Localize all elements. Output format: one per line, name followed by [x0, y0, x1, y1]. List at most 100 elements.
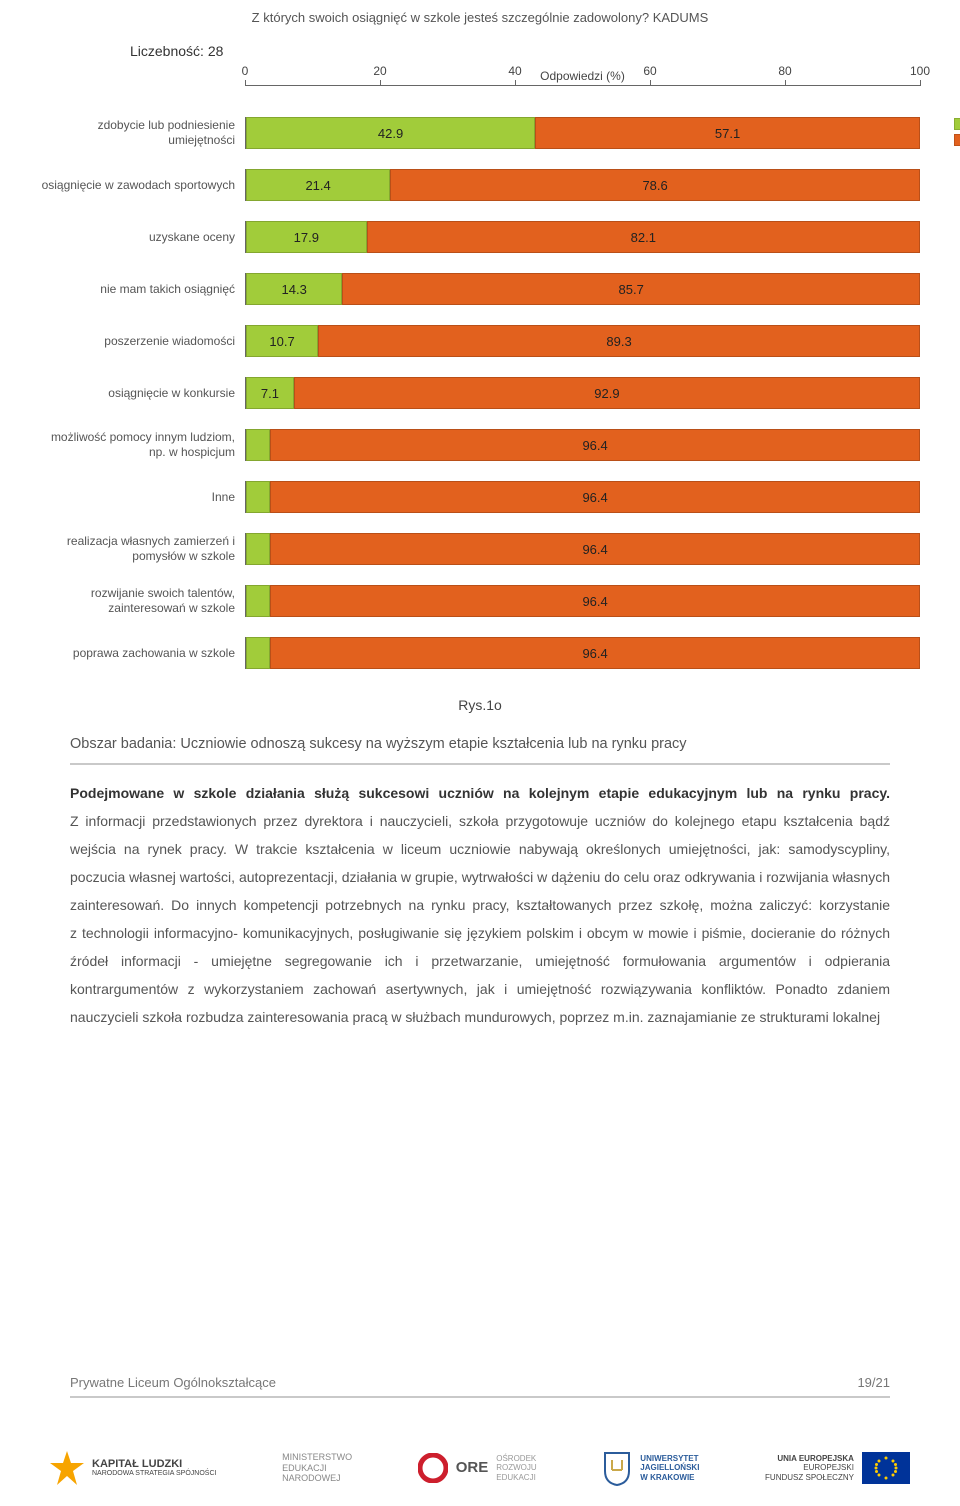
category-label: osiągnięcie w zawodach sportowych [40, 178, 245, 193]
legend-swatch [954, 134, 960, 146]
category-label: poprawa zachowania w szkole [40, 646, 245, 661]
axis-tick [380, 80, 381, 86]
bar-segment-nie: 82.1 [367, 221, 920, 253]
bar-segment-tak [246, 481, 270, 513]
logo-uj: UNIWERSYTET JAGIELLOŃSKI W KRAKOWIE [602, 1450, 699, 1486]
shield-icon [602, 1450, 632, 1486]
section-title: Obszar badania: Uczniowie odnoszą sukces… [70, 731, 890, 759]
bar-row: poszerzenie wiadomości10.789.3 [40, 315, 920, 367]
footer-page: 19/21 [857, 1375, 890, 1390]
axis-tick-label: 100 [910, 64, 930, 78]
axis-tick-label: 80 [778, 64, 791, 78]
logo-text: ORE [456, 1459, 489, 1476]
bar-segment-nie: 96.4 [270, 637, 920, 669]
bar-track: 96.4 [245, 481, 920, 513]
logo-text: UNIA EUROPEJSKA [765, 1454, 854, 1463]
axis-tick-label: 20 [373, 64, 386, 78]
axis-tick-label: 40 [508, 64, 521, 78]
x-axis: 020406080100 [245, 85, 920, 107]
bar-row: możliwość pomocy innym ludziom, np. w ho… [40, 419, 920, 471]
category-label: uzyskane oceny [40, 230, 245, 245]
logo-text: KAPITAŁ LUDZKI [92, 1458, 216, 1471]
category-label: rozwijanie swoich talentów, zainteresowa… [40, 586, 245, 616]
legend-swatch [954, 118, 960, 130]
body-paragraph: Podejmowane w szkole działania służą suk… [70, 779, 890, 1031]
bar-segment-tak: 7.1 [246, 377, 294, 409]
axis-tick [245, 80, 246, 86]
legend: Tak Nie [954, 117, 960, 149]
body-rest: Z informacji przedstawionych przez dyrek… [70, 813, 890, 1025]
x-axis-label: Odpowiedzi (%) [245, 69, 920, 83]
axis-tick [515, 80, 516, 86]
axis-tick [785, 80, 786, 86]
axis-tick [650, 80, 651, 86]
eu-flag-icon [862, 1452, 910, 1484]
bar-track: 42.957.1 [245, 117, 920, 149]
bar-track: 96.4 [245, 637, 920, 669]
bar-row: Inne96.4 [40, 471, 920, 523]
bar-track: 21.478.6 [245, 169, 920, 201]
bar-track: 17.982.1 [245, 221, 920, 253]
chart-title: Z których swoich osiągnięć w szkole jest… [40, 10, 920, 25]
bar-segment-nie: 85.7 [342, 273, 920, 305]
bar-segment-nie: 78.6 [390, 169, 920, 201]
bar-row: nie mam takich osiągnięć14.385.7 [40, 263, 920, 315]
bar-segment-tak: 17.9 [246, 221, 367, 253]
section-lead: Obszar badania: [70, 736, 176, 752]
bar-segment-tak [246, 637, 270, 669]
category-label: poszerzenie wiadomości [40, 334, 245, 349]
logo-men: MINISTERSTWO EDUKACJI NARODOWEJ [282, 1452, 352, 1483]
logo-text: EUROPEJSKI [765, 1463, 854, 1472]
legend-item: Nie [954, 133, 960, 147]
bar-row: realizacja własnych zamierzeń i pomysłów… [40, 523, 920, 575]
bar-segment-tak [246, 585, 270, 617]
bar-track: 10.789.3 [245, 325, 920, 357]
category-label: zdobycie lub podniesienie umiejętności [40, 118, 245, 148]
bar-segment-tak [246, 533, 270, 565]
footer-divider [70, 1396, 890, 1398]
category-label: nie mam takich osiągnięć [40, 282, 245, 297]
bar-track: 14.385.7 [245, 273, 920, 305]
logo-text: EDUKACJI [496, 1473, 536, 1482]
bar-row: uzyskane oceny17.982.1 [40, 211, 920, 263]
bar-segment-nie: 89.3 [318, 325, 920, 357]
logo-text: OŚRODEK [496, 1454, 536, 1463]
bar-segment-nie: 96.4 [270, 429, 920, 461]
logo-text: EDUKACJI [282, 1463, 352, 1473]
bar-row: zdobycie lub podniesienie umiejętności42… [40, 107, 920, 159]
chart: Z których swoich osiągnięć w szkole jest… [40, 10, 920, 679]
bar-track: 96.4 [245, 585, 920, 617]
footer-logos: KAPITAŁ LUDZKI NARODOWA STRATEGIA SPÓJNO… [50, 1450, 910, 1486]
axis-tick-label: 60 [643, 64, 656, 78]
bar-row: rozwijanie swoich talentów, zainteresowa… [40, 575, 920, 627]
logo-text: UNIWERSYTET [640, 1454, 699, 1463]
bar-segment-nie: 96.4 [270, 481, 920, 513]
category-label: możliwość pomocy innym ludziom, np. w ho… [40, 430, 245, 460]
circle-icon [418, 1453, 448, 1483]
axis-tick-label: 0 [242, 64, 249, 78]
bar-segment-nie: 96.4 [270, 585, 920, 617]
logo-text: FUNDUSZ SPOŁECZNY [765, 1473, 854, 1482]
chart-count: Liczebność: 28 [130, 43, 920, 59]
footer-name: Prywatne Liceum Ogólnokształcące [70, 1375, 276, 1390]
logo-text: ROZWOJU [496, 1463, 536, 1472]
star-icon [50, 1451, 84, 1485]
bar-segment-tak [246, 429, 270, 461]
bar-row: poprawa zachowania w szkole 96.4 [40, 627, 920, 679]
logo-text: W KRAKOWIE [640, 1473, 699, 1482]
bar-segment-nie: 92.9 [294, 377, 920, 409]
bar-segment-nie: 96.4 [270, 533, 920, 565]
logo-eu: UNIA EUROPEJSKA EUROPEJSKI FUNDUSZ SPOŁE… [765, 1452, 910, 1484]
logo-text: MINISTERSTWO [282, 1452, 352, 1462]
bar-track: 96.4 [245, 533, 920, 565]
legend-item: Tak [954, 117, 960, 131]
logo-ore: ORE OŚRODEK ROZWOJU EDUKACJI [418, 1453, 537, 1483]
bars-container: zdobycie lub podniesienie umiejętności42… [40, 107, 920, 679]
logo-kapital-ludzki: KAPITAŁ LUDZKI NARODOWA STRATEGIA SPÓJNO… [50, 1451, 216, 1485]
chart-body: Odpowiedzi (%) 020406080100 TakNie [40, 69, 920, 107]
body-bold: Podejmowane w szkole działania służą suk… [70, 785, 890, 801]
bar-segment-tak: 42.9 [246, 117, 535, 149]
category-label: realizacja własnych zamierzeń i pomysłów… [40, 534, 245, 564]
bar-segment-tak: 14.3 [246, 273, 342, 305]
bar-row: osiągnięcie w zawodach sportowych21.478.… [40, 159, 920, 211]
